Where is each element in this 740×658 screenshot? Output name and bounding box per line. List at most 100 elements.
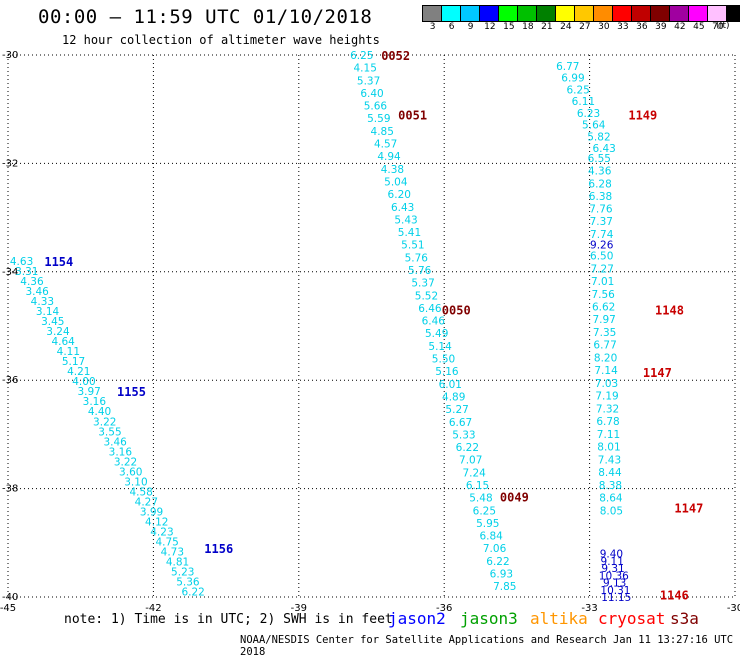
wave-height-value: 6.46 xyxy=(422,316,446,328)
wave-height-value: 5.82 xyxy=(587,131,610,143)
wave-height-value: 8.01 xyxy=(597,442,620,454)
wave-height-value: 9.31 xyxy=(601,563,624,575)
footer-credit: NOAA/NESDIS Center for Satellite Applica… xyxy=(240,634,734,658)
wave-height-value: 7.14 xyxy=(594,365,618,377)
wave-height-value: 3.97 xyxy=(77,386,100,398)
colorbar-swatch xyxy=(632,6,651,21)
wave-height-value: 4.73 xyxy=(161,547,184,559)
wave-height-value: 8.64 xyxy=(599,493,623,505)
wave-height-value: 4.27 xyxy=(135,496,158,508)
wave-height-value: 3.16 xyxy=(83,396,107,408)
colorbar-label: 27 xyxy=(579,22,591,32)
colorbar-label: 45 xyxy=(693,22,705,32)
map-subtitle: 12 hour collection of altimeter wave hei… xyxy=(62,33,380,47)
wave-height-value: 5.59 xyxy=(367,113,390,125)
wave-height-value: 4.57 xyxy=(374,139,397,151)
wave-height-value: 4.64 xyxy=(51,336,75,348)
wave-height-value: 4.40 xyxy=(88,406,111,418)
colorbar-label: 21 xyxy=(541,22,553,32)
wave-height-value: 6.22 xyxy=(486,556,509,568)
wave-height-value: 6.25 xyxy=(473,505,496,517)
wave-height-value: 3.55 xyxy=(98,426,121,438)
wave-height-value: 6.93 xyxy=(490,569,513,581)
wave-height-value: 5.43 xyxy=(394,214,417,226)
wave-height-value: 5.41 xyxy=(398,227,421,239)
wave-height-value: 3.14 xyxy=(36,306,60,318)
colorbar-swatch xyxy=(518,6,537,21)
colorbar-swatch xyxy=(670,6,689,21)
wave-height-value: 3.46 xyxy=(25,286,49,298)
wave-height-value: 7.85 xyxy=(493,581,516,593)
y-tick-label: -36 xyxy=(2,375,18,386)
wave-height-value: 7.32 xyxy=(596,403,619,415)
colorbar-swatch xyxy=(689,6,708,21)
colorbar-label: 18 xyxy=(522,22,534,32)
wave-height-value: 6.22 xyxy=(456,442,479,454)
wave-height-value: 6.01 xyxy=(439,379,462,391)
colorbar-label: 33 xyxy=(617,22,629,32)
wave-height-value: 6.40 xyxy=(360,88,383,100)
colorbar-swatch xyxy=(651,6,670,21)
colorbar-label: 15 xyxy=(503,22,515,32)
wave-height-value: 6.55 xyxy=(588,153,611,165)
wave-height-value: 5.49 xyxy=(425,328,448,340)
wave-height-value: 6.77 xyxy=(593,340,616,352)
x-tick-label: -30 xyxy=(727,603,740,614)
y-tick-label: -40 xyxy=(2,592,18,603)
pass-time-label: 1149 xyxy=(628,109,657,123)
colorbar-label: 6 xyxy=(448,22,455,32)
colorbar-swatch xyxy=(613,6,632,21)
pass-time-label: 1146 xyxy=(660,588,689,602)
wave-height-value: 9.40 xyxy=(600,549,623,561)
x-tick-label: -39 xyxy=(291,603,307,614)
wave-height-value: 7.76 xyxy=(589,204,613,216)
wave-height-value: 5.16 xyxy=(435,366,459,378)
colorbar-label: 9 xyxy=(467,22,474,32)
wave-height-value: 6.46 xyxy=(418,303,442,315)
wave-height-value: 4.94 xyxy=(377,151,401,163)
wave-height-value: 5.51 xyxy=(401,240,424,252)
pass-time-label: 0049 xyxy=(500,491,529,505)
wave-height-value: 6.23 xyxy=(577,108,600,120)
colorbar-swatch xyxy=(708,6,727,21)
y-tick-label: -34 xyxy=(2,267,18,278)
wave-height-value: 3.24 xyxy=(46,326,70,338)
wave-height-value: 8.44 xyxy=(598,467,622,479)
colorbar-label: 30 xyxy=(598,22,610,32)
wave-height-value: 6.20 xyxy=(388,189,411,201)
colorbar-label: 36 xyxy=(636,22,648,32)
wave-height-value: 5.27 xyxy=(445,404,468,416)
wave-height-value: 5.48 xyxy=(469,493,492,505)
wave-height-value: 5.50 xyxy=(432,354,455,366)
pass-time-label: 1156 xyxy=(204,542,233,556)
colorbar-label: 3 xyxy=(429,22,436,32)
wave-height-value: 8.05 xyxy=(600,505,623,517)
wave-height-value: 5.23 xyxy=(171,567,194,579)
colorbar-label: 70 xyxy=(712,22,724,32)
wave-height-value: 6.99 xyxy=(561,73,584,85)
wave-height-value: 5.33 xyxy=(452,429,475,441)
wave-height-value: 7.74 xyxy=(590,229,614,241)
wave-height-value: 4.36 xyxy=(588,166,612,178)
wave-height-value: 10.36 xyxy=(599,570,629,582)
wave-height-value: 4.38 xyxy=(381,164,404,176)
wave-height-value: 4.89 xyxy=(442,391,465,403)
pass-time-label: 1155 xyxy=(117,385,146,399)
x-tick-label: -33 xyxy=(581,603,597,614)
wave-height-value: 6.77 xyxy=(556,61,579,73)
wave-height-value: 4.23 xyxy=(150,526,173,538)
pass-time-label: 1148 xyxy=(655,304,684,318)
wave-height-value: 4.63 xyxy=(10,256,33,268)
wave-height-value: 5.17 xyxy=(62,356,85,368)
wave-height-value: 9.26 xyxy=(590,240,614,252)
wave-height-value: 6.15 xyxy=(466,480,489,492)
colorbar-label: 12 xyxy=(484,22,496,32)
wave-height-value: 3.22 xyxy=(114,456,137,468)
wave-height-value: 4.75 xyxy=(155,536,178,548)
colorbar-swatch xyxy=(461,6,480,21)
wave-height-value: 4.11 xyxy=(57,346,80,358)
wave-height-value: 4.15 xyxy=(354,63,377,75)
colorbar xyxy=(422,5,740,22)
legend-entry-altika: altika xyxy=(530,609,588,628)
wave-height-value: 3.22 xyxy=(93,416,116,428)
